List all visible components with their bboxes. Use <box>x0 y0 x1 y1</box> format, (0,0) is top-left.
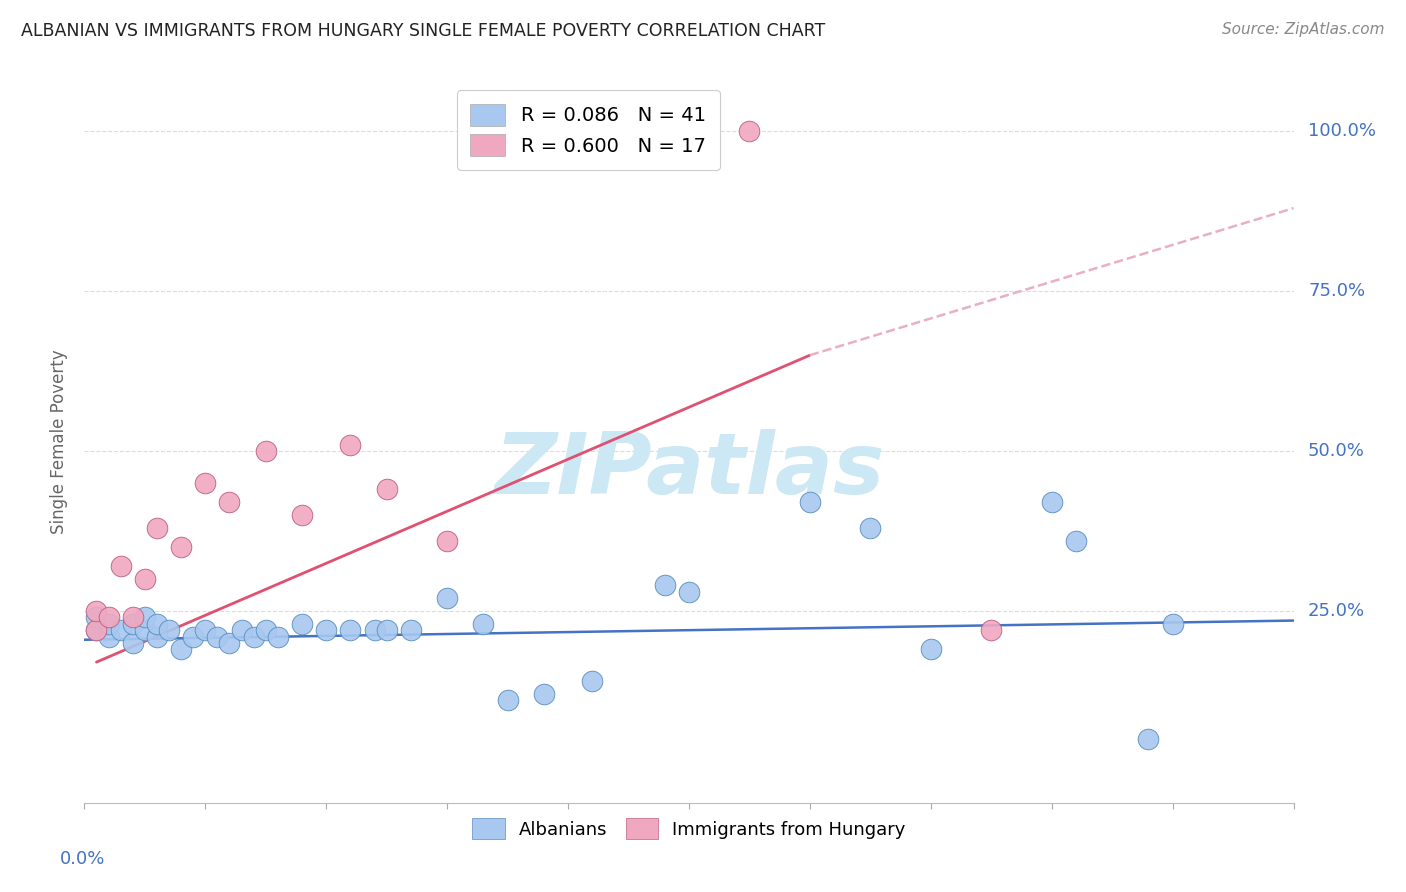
Point <box>920 642 942 657</box>
Point <box>121 636 143 650</box>
Point <box>134 623 156 637</box>
Point <box>97 610 120 624</box>
Point <box>218 495 240 509</box>
Text: ALBANIAN VS IMMIGRANTS FROM HUNGARY SINGLE FEMALE POVERTY CORRELATION CHART: ALBANIAN VS IMMIGRANTS FROM HUNGARY SING… <box>21 22 825 40</box>
Point <box>242 630 264 644</box>
Point <box>436 533 458 548</box>
Point <box>375 483 398 497</box>
Point <box>194 476 217 491</box>
Point <box>86 623 108 637</box>
Point <box>146 521 169 535</box>
Point <box>134 610 156 624</box>
Point <box>146 616 169 631</box>
Point <box>1040 495 1063 509</box>
Point <box>110 623 132 637</box>
Text: 50.0%: 50.0% <box>1308 442 1365 460</box>
Point <box>121 616 143 631</box>
Text: 25.0%: 25.0% <box>1308 602 1365 620</box>
Point <box>110 559 132 574</box>
Point <box>678 584 700 599</box>
Point <box>339 438 361 452</box>
Point <box>654 578 676 592</box>
Point <box>86 610 108 624</box>
Point <box>207 630 229 644</box>
Point <box>97 616 120 631</box>
Point <box>581 674 603 689</box>
Point <box>181 630 204 644</box>
Point <box>267 630 290 644</box>
Point <box>1161 616 1184 631</box>
Y-axis label: Single Female Poverty: Single Female Poverty <box>51 350 69 533</box>
Text: Source: ZipAtlas.com: Source: ZipAtlas.com <box>1222 22 1385 37</box>
Point <box>399 623 422 637</box>
Point <box>157 623 180 637</box>
Point <box>194 623 217 637</box>
Point <box>738 124 761 138</box>
Point <box>291 616 314 631</box>
Point <box>315 623 337 637</box>
Text: 75.0%: 75.0% <box>1308 282 1365 301</box>
Point <box>254 623 277 637</box>
Text: 100.0%: 100.0% <box>1308 122 1376 140</box>
Point <box>339 623 361 637</box>
Point <box>436 591 458 606</box>
Point <box>146 630 169 644</box>
Point <box>472 616 495 631</box>
Point <box>291 508 314 522</box>
Point <box>121 610 143 624</box>
Point <box>170 540 193 554</box>
Point <box>254 444 277 458</box>
Point <box>375 623 398 637</box>
Point <box>859 521 882 535</box>
Point <box>231 623 253 637</box>
Point <box>496 693 519 707</box>
Point <box>97 630 120 644</box>
Point <box>218 636 240 650</box>
Point <box>363 623 385 637</box>
Text: 0.0%: 0.0% <box>60 850 105 868</box>
Point <box>1064 533 1087 548</box>
Point <box>1137 731 1160 746</box>
Point <box>170 642 193 657</box>
Point <box>134 572 156 586</box>
Point <box>799 495 821 509</box>
Legend: Albanians, Immigrants from Hungary: Albanians, Immigrants from Hungary <box>460 805 918 852</box>
Point <box>86 623 108 637</box>
Point <box>980 623 1002 637</box>
Point <box>533 687 555 701</box>
Point <box>86 604 108 618</box>
Text: ZIPatlas: ZIPatlas <box>494 429 884 512</box>
